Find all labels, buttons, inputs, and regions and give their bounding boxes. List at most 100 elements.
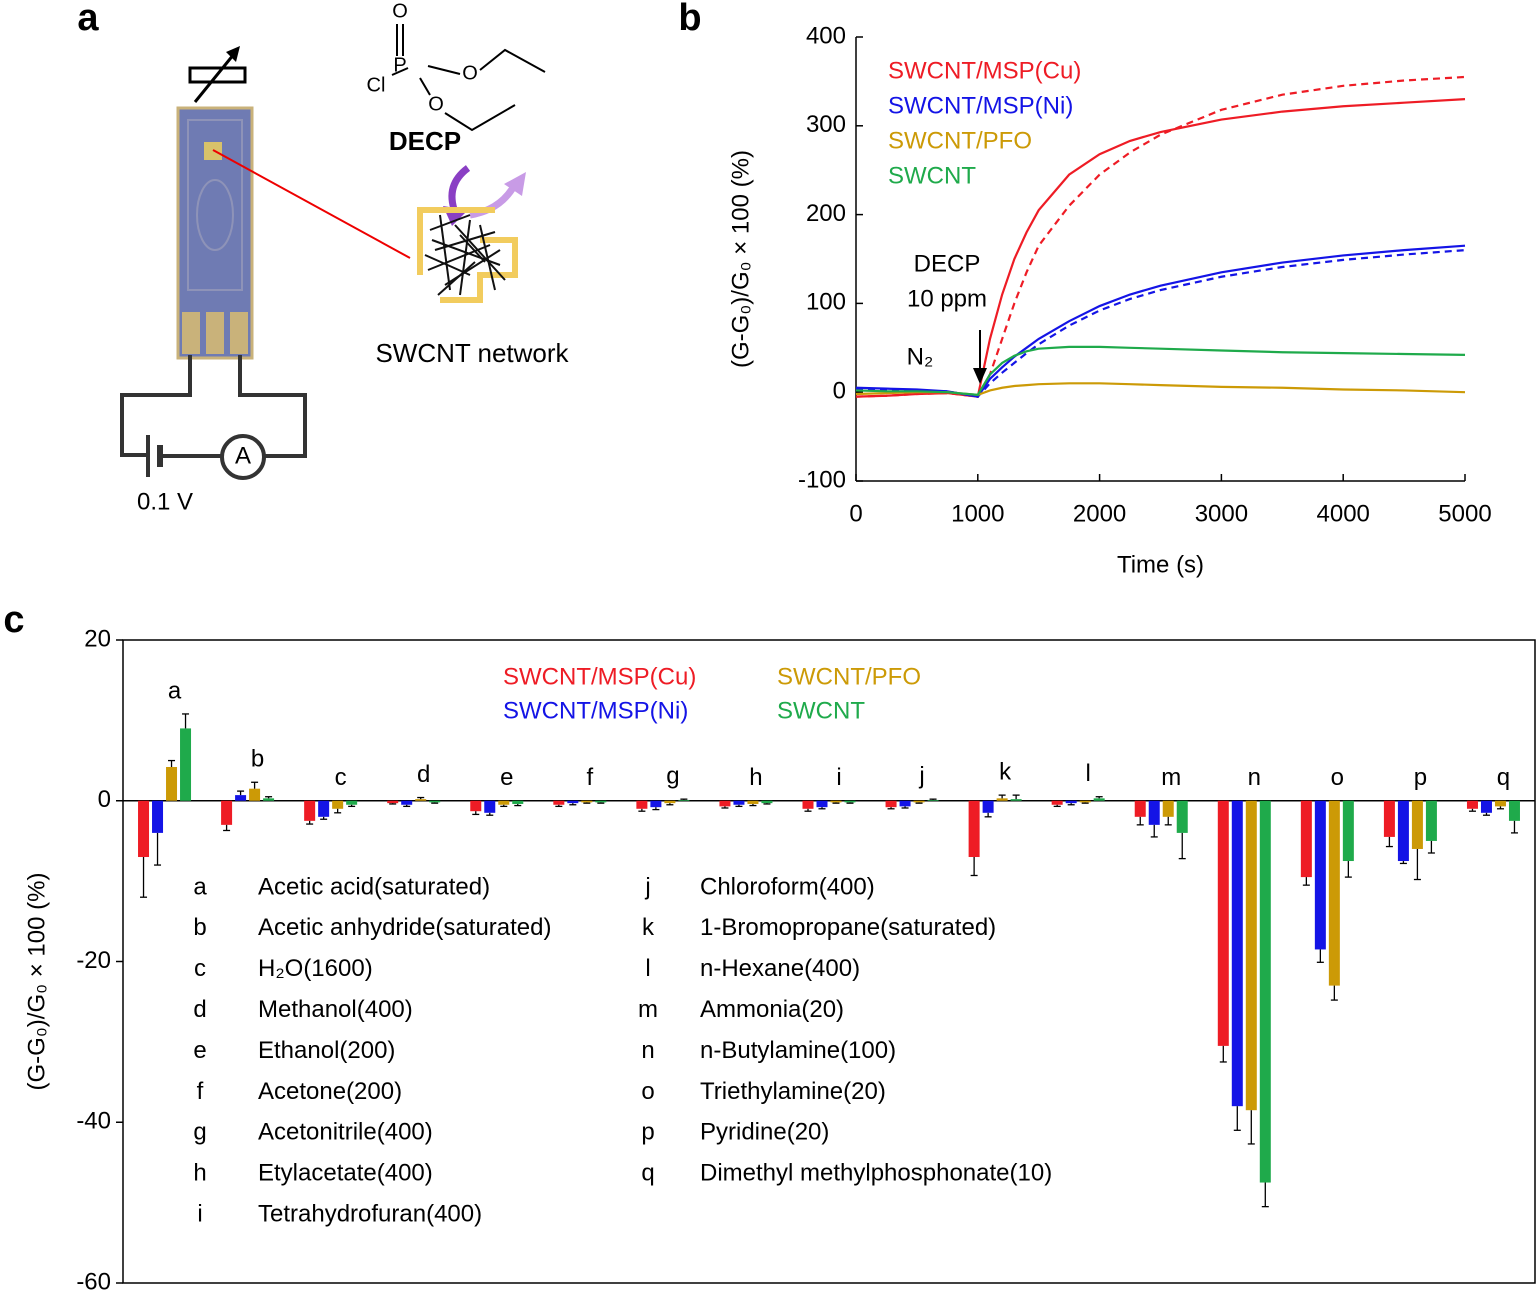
bar xyxy=(512,800,524,804)
bar xyxy=(152,800,164,833)
y-tick-label: 20 xyxy=(84,625,111,652)
key-letter: i xyxy=(197,1201,202,1228)
key-compound: Acetonitrile(400) xyxy=(258,1119,433,1146)
molecule-name: DECP xyxy=(389,126,461,156)
bar xyxy=(1494,800,1506,807)
legend-entry: SWCNT/MSP(Ni) xyxy=(888,92,1073,119)
bar xyxy=(1065,800,1077,804)
bar xyxy=(304,800,316,821)
key-letter: p xyxy=(641,1119,654,1146)
bar xyxy=(387,800,399,804)
bar xyxy=(733,800,745,805)
y-tick-label: 300 xyxy=(806,111,846,138)
category-label: i xyxy=(836,764,841,791)
key-letter: h xyxy=(193,1160,206,1187)
bar xyxy=(913,800,925,803)
key-compound: n-Butylamine(100) xyxy=(700,1037,896,1064)
category-label: e xyxy=(500,764,513,791)
key-letter: c xyxy=(194,955,206,982)
bar xyxy=(1051,800,1063,805)
bar xyxy=(816,800,828,808)
key-compound: H₂O(1600) xyxy=(258,955,373,982)
bar xyxy=(899,800,911,807)
bar xyxy=(1397,800,1409,862)
bar xyxy=(1411,800,1423,849)
key-compound: Methanol(400) xyxy=(258,996,413,1023)
key-letter: q xyxy=(641,1160,654,1187)
atom: P xyxy=(393,54,406,76)
atom: Cl xyxy=(367,74,386,96)
y-tick-label: 100 xyxy=(806,289,846,316)
bar xyxy=(1217,800,1229,1046)
annotation: DECP xyxy=(914,250,981,277)
bar xyxy=(1093,798,1105,801)
category-label: g xyxy=(666,762,679,789)
bar xyxy=(595,800,607,803)
key-letter: o xyxy=(641,1078,654,1105)
bar xyxy=(996,798,1008,801)
bar xyxy=(498,800,510,805)
bar xyxy=(553,800,565,805)
bar xyxy=(636,800,648,809)
category-label: p xyxy=(1414,764,1427,791)
bar xyxy=(1425,800,1437,841)
bar xyxy=(1148,800,1160,825)
series-line xyxy=(855,345,1466,397)
y-axis-label: (G-G₀)/G₀ × 100 (%) xyxy=(23,873,50,1091)
legend-entry: SWCNT xyxy=(888,162,976,189)
bar xyxy=(968,800,980,858)
key-compound: Ammonia(20) xyxy=(700,996,844,1023)
key-letter: f xyxy=(197,1078,204,1105)
molecule xyxy=(391,24,546,132)
reaction-arrows xyxy=(443,165,526,226)
key-compound: Ethanol(200) xyxy=(258,1037,395,1064)
bar xyxy=(650,800,662,808)
bar xyxy=(678,799,690,801)
key-letter: l xyxy=(645,955,650,982)
key-letter: m xyxy=(638,996,658,1023)
bar xyxy=(1508,800,1520,821)
category-label: d xyxy=(417,761,430,788)
atom: O xyxy=(392,0,408,22)
y-axis-label: (G-G₀)/G₀ × 100 (%) xyxy=(727,150,754,368)
annotation: N₂ xyxy=(907,343,934,370)
bar xyxy=(221,800,233,825)
panel-label: c xyxy=(3,599,24,641)
x-tick-label: 1000 xyxy=(951,500,1004,527)
y-tick-label: 200 xyxy=(806,200,846,227)
y-tick-label: -60 xyxy=(76,1268,111,1295)
bar xyxy=(664,800,676,804)
key-compound: Pyridine(20) xyxy=(700,1119,829,1146)
category-label: b xyxy=(251,746,264,773)
bar xyxy=(1245,800,1257,1111)
annotation: 10 ppm xyxy=(907,285,987,312)
bar xyxy=(401,800,413,805)
bar xyxy=(1259,800,1271,1183)
x-tick-label: 3000 xyxy=(1195,500,1248,527)
key-compound: Dimethyl methylphosphonate(10) xyxy=(700,1160,1052,1187)
bar xyxy=(747,800,759,804)
y-tick-label: 400 xyxy=(806,22,846,49)
bar xyxy=(1300,800,1312,878)
voltage-label: 0.1 V xyxy=(137,488,193,515)
atom: O xyxy=(428,93,444,115)
bar xyxy=(802,800,814,809)
key-compound: Tetrahydrofuran(400) xyxy=(258,1201,482,1228)
bar xyxy=(927,799,939,801)
legend-entry: SWCNT/MSP(Cu) xyxy=(503,663,696,690)
bar xyxy=(235,795,247,801)
bar xyxy=(761,800,773,804)
bar xyxy=(1466,800,1478,809)
category-label: n xyxy=(1248,764,1261,791)
bar xyxy=(844,800,856,803)
bar xyxy=(719,800,731,807)
bar xyxy=(1328,800,1340,986)
bar xyxy=(1342,800,1354,862)
key-compound: n-Hexane(400) xyxy=(700,955,860,982)
key-letter: e xyxy=(193,1037,206,1064)
series-line xyxy=(855,75,1466,398)
key-letter: a xyxy=(193,873,207,900)
key-compound: 1-Bromopropane(saturated) xyxy=(700,914,996,941)
y-tick-label: 0 xyxy=(833,378,846,405)
y-tick-label: -20 xyxy=(76,947,111,974)
